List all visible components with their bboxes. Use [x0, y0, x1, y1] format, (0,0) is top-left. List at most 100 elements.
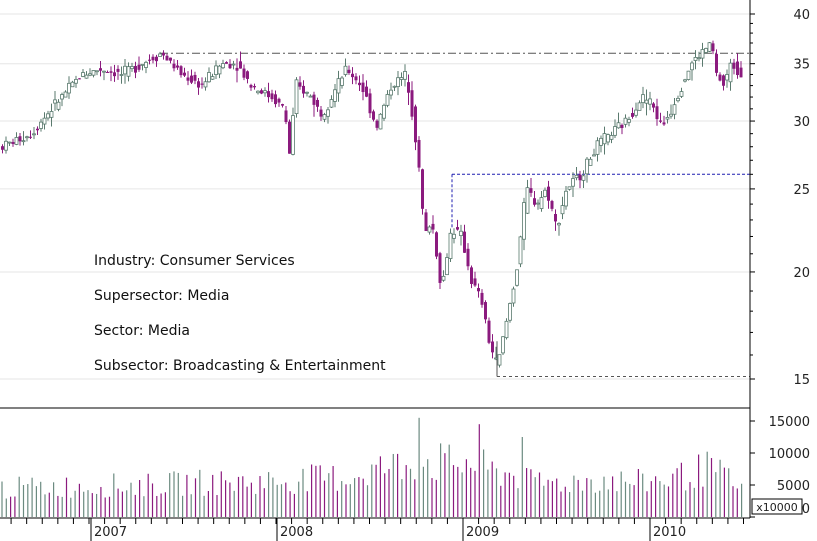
- candle-body: [340, 77, 344, 86]
- volume-ticks: 0 5000 10000 15000: [750, 415, 810, 518]
- candle-body: [417, 139, 421, 168]
- candle-body: [134, 65, 137, 73]
- candle-body: [711, 43, 715, 52]
- candle-body: [728, 62, 733, 83]
- candle-body: [739, 67, 743, 78]
- candle-body: [599, 137, 603, 146]
- candle-body: [49, 111, 54, 118]
- candle-body: [81, 72, 85, 77]
- candle-body: [547, 186, 550, 201]
- candle-body: [91, 70, 96, 76]
- candle-body: [592, 154, 596, 157]
- candle-body: [302, 85, 305, 94]
- candle-body: [410, 90, 414, 117]
- candle-body: [378, 113, 383, 130]
- annotation-industry: Industry: Consumer Services: [94, 253, 295, 269]
- candle-body: [109, 71, 113, 73]
- candle-body: [36, 128, 39, 131]
- candle-body: [263, 90, 267, 94]
- candle-body: [508, 303, 512, 321]
- candle-body: [473, 278, 477, 286]
- candle-body: [659, 120, 662, 122]
- candle-body: [491, 341, 494, 353]
- candle-body: [361, 82, 365, 93]
- candle-body: [403, 71, 407, 80]
- candle-body: [441, 275, 446, 281]
- candle-body: [564, 190, 568, 207]
- candle-body: [183, 72, 186, 76]
- candle-body: [186, 77, 190, 81]
- candle-body: [32, 133, 36, 136]
- candle-body: [14, 137, 19, 145]
- candle-body: [21, 140, 26, 143]
- candle-body: [494, 357, 498, 360]
- candle-body: [669, 113, 673, 117]
- volume-tick-label: 5000: [777, 479, 810, 494]
- candle-body: [148, 59, 151, 61]
- candle-body: [707, 42, 712, 52]
- candle-body: [231, 63, 236, 66]
- candle-body: [683, 79, 687, 82]
- price-tick-label: 15: [793, 373, 810, 388]
- candle-body: [543, 189, 547, 197]
- candle-body: [113, 72, 116, 77]
- candle-body: [190, 75, 193, 83]
- candle-body: [102, 70, 106, 73]
- candle-body: [18, 136, 22, 142]
- candle-body: [88, 73, 92, 76]
- candle-body: [557, 223, 561, 226]
- candle-body: [522, 202, 526, 240]
- candle-body: [581, 175, 586, 181]
- candle-body: [63, 91, 68, 98]
- candle-body: [84, 74, 89, 79]
- candle-body: [256, 90, 260, 94]
- candle-body: [606, 134, 610, 143]
- candle-body: [221, 63, 225, 69]
- candle-body: [697, 57, 701, 60]
- candle-body: [333, 89, 337, 102]
- candle-body: [504, 320, 509, 339]
- gridlines: [0, 13, 750, 380]
- candle-body: [53, 99, 57, 104]
- candle-body: [571, 178, 575, 187]
- candle-body: [225, 62, 228, 64]
- candle-body: [595, 140, 600, 155]
- volume-tick-label: 15000: [769, 415, 810, 430]
- candle-body: [560, 205, 565, 215]
- candle-body: [693, 57, 698, 61]
- candle-body: [392, 85, 397, 88]
- candle-body: [210, 76, 215, 80]
- candle-body: [197, 81, 200, 88]
- candle-body: [274, 94, 277, 105]
- candle-body: [165, 55, 169, 61]
- candle-body: [253, 86, 256, 88]
- candle-body: [609, 135, 614, 140]
- candle-body: [480, 292, 484, 305]
- candle-body: [351, 73, 354, 78]
- candle-body: [116, 68, 120, 72]
- candle-body: [203, 81, 208, 88]
- candle-body: [497, 354, 502, 366]
- candle-body: [662, 122, 666, 125]
- candle-body: [539, 197, 544, 209]
- candle-body: [375, 120, 379, 128]
- candle-body: [193, 74, 197, 81]
- candle-body: [424, 212, 428, 231]
- candle-body: [550, 201, 554, 209]
- price-tick-label: 25: [793, 183, 810, 198]
- candle-body: [690, 62, 694, 71]
- candle-body: [151, 56, 155, 61]
- candle-body: [179, 66, 183, 76]
- candle-body: [95, 70, 99, 73]
- candle-body: [518, 236, 523, 265]
- candle-body: [368, 93, 372, 114]
- price-candles: [1, 40, 743, 368]
- year-tick-label: 2010: [653, 525, 686, 540]
- candle-body: [200, 83, 204, 85]
- candle-body: [722, 75, 725, 86]
- price-tick-label: 35: [793, 58, 810, 73]
- axes: [0, 0, 751, 519]
- candle-body: [466, 248, 470, 267]
- candle-body: [382, 104, 386, 119]
- candle-body: [284, 110, 288, 123]
